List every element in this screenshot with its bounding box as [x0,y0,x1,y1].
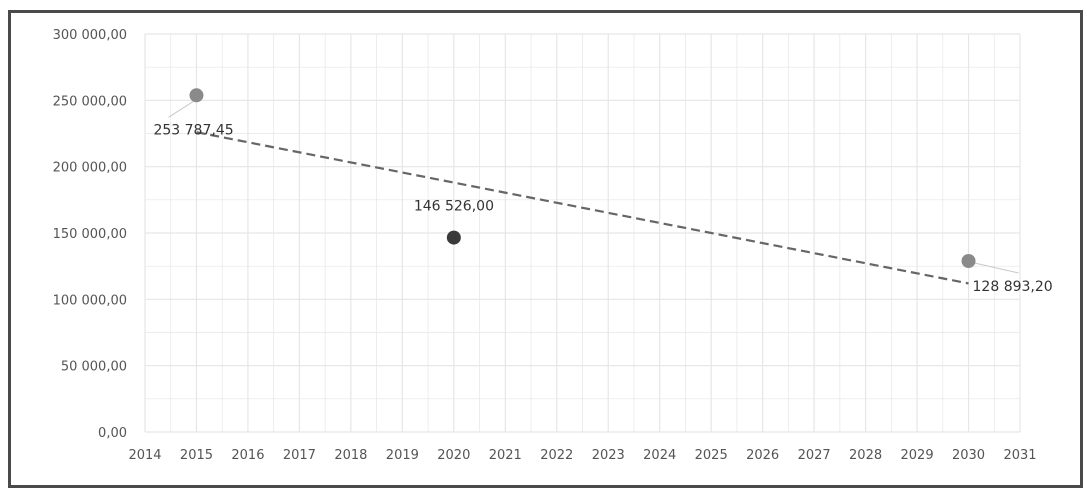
label-leader-line [974,262,1019,274]
y-tick-label: 150 000,00 [53,227,127,242]
y-tick-label: 100 000,00 [53,293,127,308]
x-tick-label: 2023 [592,448,625,463]
x-tick-label: 2019 [386,448,419,463]
y-tick-label: 50 000,00 [61,360,127,375]
x-tick-label: 2025 [695,448,728,463]
x-tick-label: 2020 [437,448,470,463]
x-tick-label: 2022 [540,448,573,463]
data-point [189,88,204,103]
y-tick-label: 200 000,00 [53,161,127,176]
trend-line [196,131,969,285]
y-tick-label: 300 000,00 [53,28,127,43]
x-tick-label: 2024 [643,448,676,463]
data-point [446,230,461,245]
x-tick-label: 2027 [798,448,831,463]
x-tick-label: 2029 [901,448,934,463]
label-leader-line [168,100,194,118]
data-label: 146 526,00 [414,199,494,215]
x-tick-label: 2030 [952,448,985,463]
y-tick-label: 0,00 [98,426,127,441]
x-tick-label: 2016 [231,448,264,463]
data-point [961,254,976,269]
data-label: 128 893,20 [973,279,1053,295]
chart-frame [8,10,1083,488]
y-tick-label: 250 000,00 [53,94,127,109]
data-label: 253 787,45 [153,122,233,138]
x-tick-label: 2015 [180,448,213,463]
x-tick-label: 2021 [489,448,522,463]
x-tick-label: 2028 [849,448,882,463]
x-tick-label: 2031 [1003,448,1036,463]
x-tick-label: 2018 [334,448,367,463]
x-tick-label: 2026 [746,448,779,463]
x-tick-label: 2017 [283,448,316,463]
x-tick-label: 2014 [128,448,161,463]
